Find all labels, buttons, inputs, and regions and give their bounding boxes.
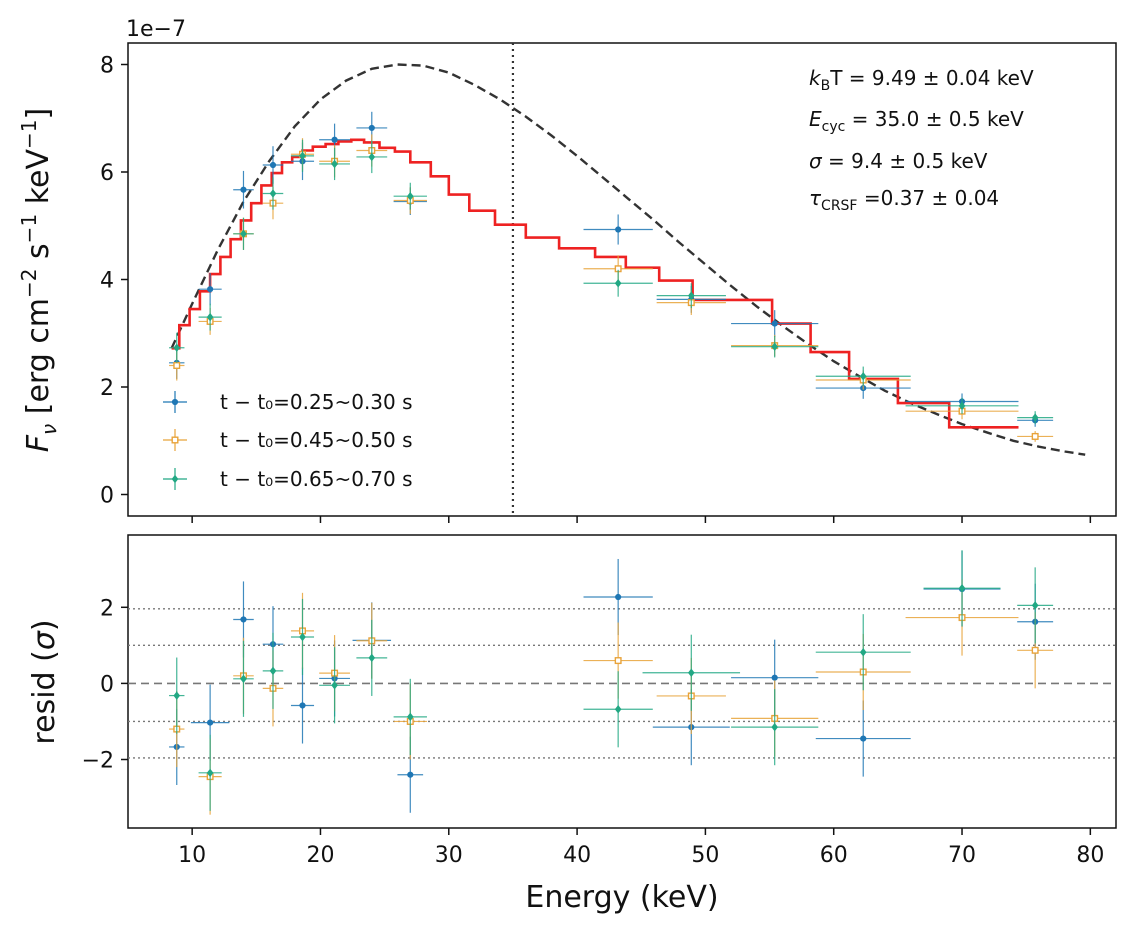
residuals-plot-frame: [127, 534, 1117, 829]
data-point-marker: [269, 189, 277, 198]
legend-entry-2: t − t₀=0.45~0.50 s: [163, 428, 413, 452]
residual-marker: [1031, 646, 1039, 654]
resid-y-tick-label: −2: [82, 749, 114, 774]
x-tick-label: 80: [1076, 843, 1104, 868]
x-tick-label: 10: [178, 843, 206, 868]
residual-marker: [771, 722, 778, 732]
y-axis-label: Fν [erg cm−2 s−1 keV−1]: [17, 108, 61, 452]
y-tick-label: 0: [100, 484, 114, 509]
legend-swatch-marker: [171, 474, 179, 484]
residual-marker: [299, 702, 306, 709]
spectrum-panel: 0 2 4 6 8 1e−7 Fν [erg cm−2 s−1 keV−1] kBT =…: [17, 17, 1117, 523]
data-point-marker: [207, 286, 214, 293]
x-tick-label: 40: [563, 843, 591, 868]
data-point-marker: [958, 401, 966, 411]
legend-label: t − t₀=0.25~0.30 s: [220, 390, 413, 414]
residual-marker: [859, 647, 867, 657]
residual-marker: [687, 668, 695, 677]
data-point-marker: [173, 343, 181, 353]
blackbody-model-curve: [170, 63, 1086, 456]
x-tick-label: 60: [820, 843, 848, 868]
residual-marker: [331, 681, 338, 690]
data-point-marker: [206, 312, 214, 322]
residual-marker: [1031, 601, 1039, 610]
data-point-marker: [1031, 432, 1039, 440]
residual-marker: [958, 584, 966, 593]
fit-parameter-text: τCRSF =0.37 ± 0.04: [809, 186, 999, 214]
y-tick-label: 6: [100, 161, 114, 186]
x-tick-label: 30: [435, 843, 463, 868]
data-point-marker: [859, 371, 867, 381]
data-point-marker: [406, 191, 414, 201]
residual-marker: [173, 691, 181, 700]
resid-y-tick-label: 0: [100, 672, 114, 697]
residual-marker: [615, 593, 622, 601]
data-point-marker: [368, 152, 376, 162]
spectrum-plot-frame: [127, 42, 1117, 517]
data-point-marker: [368, 124, 375, 132]
y-tick-label: 4: [100, 269, 114, 294]
series-1: [169, 111, 1054, 427]
x-tick-label: 70: [948, 843, 976, 868]
x-tick-label: 20: [306, 843, 334, 868]
x-axis-label: Energy (keV): [525, 880, 718, 915]
residual-marker: [206, 768, 214, 778]
data-point-marker: [299, 151, 306, 161]
residual-marker: [207, 719, 214, 726]
sci-offset-label: 1e−7: [126, 17, 186, 42]
data-point-marker: [615, 226, 622, 233]
x-tick-label: 50: [691, 843, 719, 868]
legend-label: t − t₀=0.45~0.50 s: [220, 428, 413, 452]
legend-entry-1: t − t₀=0.25~0.30 s: [163, 390, 413, 414]
resid-y-axis-label: resid (σ): [27, 619, 62, 744]
y-tick-label: 8: [100, 54, 114, 79]
data-point-marker: [240, 229, 247, 239]
fit-parameter-text: Ecyc = 35.0 ± 0.5 keV: [809, 107, 1024, 135]
resid-y-tick-label: 2: [100, 596, 114, 621]
series-3: [169, 139, 1054, 425]
residual-marker: [368, 653, 376, 663]
data-point-marker: [1031, 413, 1039, 422]
data-point-marker: [771, 320, 778, 327]
legend-swatch-marker: [171, 398, 179, 406]
residual-marker: [240, 674, 247, 684]
data-point-marker: [614, 279, 622, 288]
residual-marker: [771, 674, 778, 681]
fit-parameter-text: kBT = 9.49 ± 0.04 keV: [809, 66, 1034, 94]
data-point-marker: [687, 291, 695, 300]
fit-parameter-text: σ = 9.4 ± 0.5 keV: [809, 149, 988, 173]
y-tick-label: 2: [100, 376, 114, 401]
legend-label: t − t₀=0.65~0.70 s: [220, 467, 413, 491]
residual-marker: [860, 735, 867, 742]
data-point-marker: [771, 342, 778, 351]
data-point-marker: [173, 362, 181, 370]
residual-marker: [269, 666, 277, 676]
residual-marker: [407, 771, 414, 778]
residual-series-3: [169, 550, 1054, 811]
legend-entry-3: t − t₀=0.65~0.70 s: [163, 467, 413, 491]
data-point-marker: [240, 186, 247, 193]
data-point-marker: [331, 136, 338, 143]
data-point-marker: [331, 159, 338, 169]
residual-marker: [406, 712, 414, 722]
residual-marker: [614, 657, 622, 665]
residual-marker: [299, 632, 306, 642]
residuals-panel: −2 0 2 10 20 30 40 50 60 70 80 resid (σ) Energy (…: [27, 534, 1117, 915]
residual-marker: [240, 616, 247, 623]
residual-marker: [614, 705, 622, 714]
data-point-marker: [269, 161, 277, 169]
legend-swatch-marker: [171, 436, 179, 444]
